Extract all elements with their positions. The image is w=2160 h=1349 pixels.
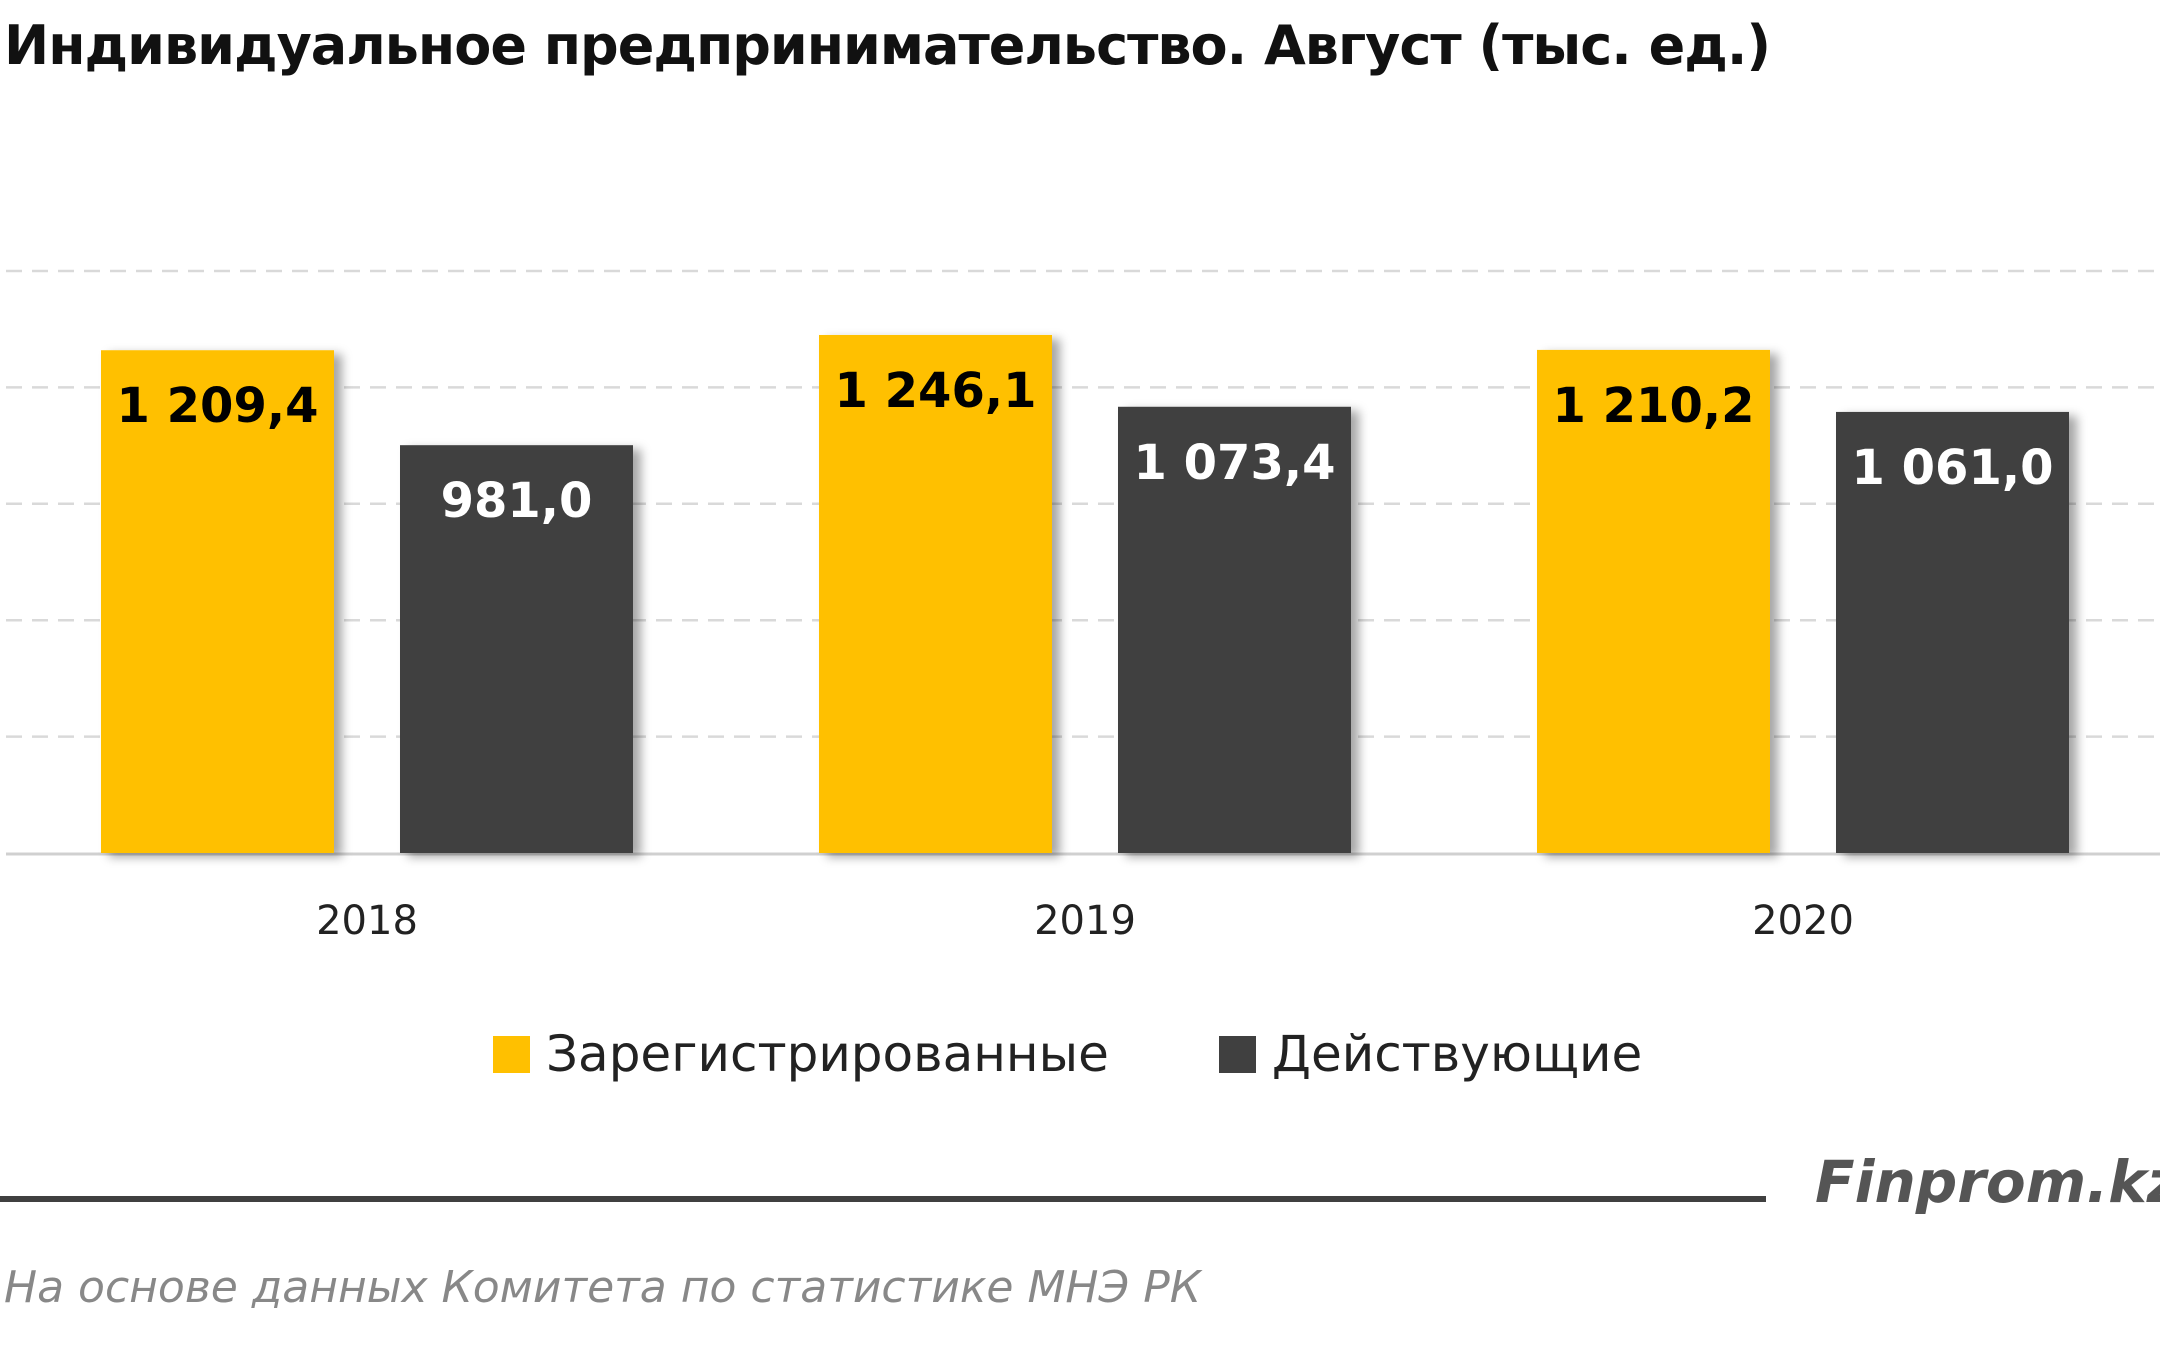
x-tick-label: 2020 [1752,898,1854,944]
data-label: 1 209,4 [117,378,319,434]
bar-1-2018 [400,445,633,853]
data-label: 1 246,1 [835,363,1037,419]
data-label: 981,0 [441,473,593,529]
legend-label-registered: Зарегистрированные [546,1025,1109,1083]
x-tick-label: 2018 [316,898,418,944]
legend: Зарегистрированные Действующие [493,1025,1752,1083]
source-note: На основе данных Комитета по статистике … [4,1262,1202,1313]
data-label: 1 210,2 [1553,378,1755,434]
x-tick-label: 2019 [1034,898,1136,944]
legend-item-registered: Зарегистрированные [493,1025,1109,1083]
legend-label-active: Действующие [1271,1025,1643,1083]
bar-1-2019 [1118,406,1351,853]
data-label: 1 061,0 [1852,440,2054,496]
legend-swatch-registered [493,1035,530,1073]
footer-divider [0,1196,1766,1202]
bar-0-2019 [819,334,1052,854]
legend-item-active: Действующие [1218,1025,1643,1083]
bar-chart: 1 209,4 981,0 1 246,1 1 073,4 1 210,2 1 061,0… [6,269,2160,944]
bar-0-2018 [101,350,334,853]
bar-1-2020 [1836,411,2069,853]
brand-logo-text: Finprom.kz [1815,1148,2160,1216]
legend-swatch-active [1218,1035,1256,1073]
bar-0-2020 [1537,349,1770,853]
data-label: 1 073,4 [1134,435,1336,491]
chart-title: Индивидуальное предпринимательство. Авгу… [4,14,1771,77]
